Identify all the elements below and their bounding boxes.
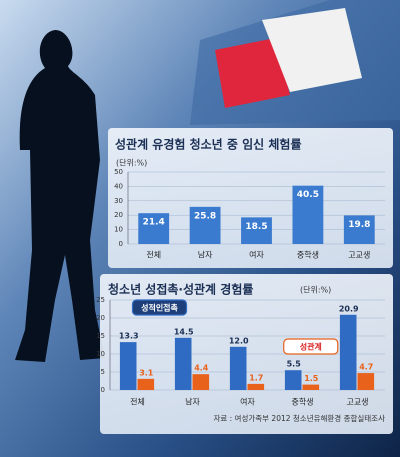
unit-label: (단위:%) [300, 285, 331, 295]
value-label: 13.3 [119, 332, 139, 341]
legend-label: 성적인접촉 [141, 303, 178, 313]
y-tick-label: 5 [101, 368, 105, 376]
value-label: 14.5 [174, 327, 194, 336]
bar [229, 346, 247, 390]
x-tick-label: 고교생 [346, 397, 368, 407]
value-label: 25.8 [194, 211, 216, 221]
x-tick-label: 남자 [198, 251, 213, 260]
value-label: 40.5 [297, 190, 319, 200]
bar [343, 215, 375, 244]
unit-label: (단위:%) [116, 158, 147, 168]
value-label: 4.4 [194, 364, 209, 373]
value-label: 1.7 [249, 373, 263, 382]
bar [284, 370, 302, 390]
y-tick-label: 15 [96, 332, 105, 340]
bar [241, 217, 272, 244]
bar [119, 342, 137, 390]
x-tick-label: 고교생 [348, 250, 370, 260]
y-tick-label: 40 [114, 182, 123, 190]
value-label: 12.0 [229, 336, 249, 345]
bar [292, 185, 324, 244]
y-tick-label: 50 [114, 168, 123, 176]
legend-callout [131, 299, 188, 316]
value-label: 1.5 [304, 374, 319, 383]
bar [138, 213, 170, 244]
value-label: 20.9 [339, 304, 359, 313]
bar [189, 206, 221, 244]
y-tick-label: 10 [114, 226, 123, 234]
x-tick-label: 여자 [240, 397, 255, 407]
x-tick-label: 전체 [130, 397, 145, 407]
bar [339, 314, 357, 390]
chart-title: 성관계 유경험 청소년 중 임신 체험률 [115, 137, 302, 152]
value-label: 19.8 [348, 220, 370, 230]
chart-title: 청소년 성접촉·성관계 경험률 [108, 282, 253, 297]
package-red [215, 38, 290, 108]
y-tick-label: 20 [114, 211, 123, 219]
x-tick-label: 전체 [146, 250, 161, 260]
x-tick-label: 여자 [249, 250, 264, 260]
silhouette [15, 30, 105, 362]
x-tick-label: 중학생 [291, 397, 313, 407]
value-label: 4.7 [359, 363, 373, 372]
legend-label: 성관계 [300, 342, 322, 352]
bar [174, 337, 192, 390]
y-tick-label: 30 [114, 197, 123, 205]
package-white [262, 8, 362, 92]
x-tick-label: 남자 [185, 398, 200, 407]
legend-callout [283, 338, 339, 355]
y-tick-label: 20 [96, 314, 105, 322]
x-tick-label: 중학생 [297, 250, 319, 260]
value-label: 3.1 [139, 368, 154, 377]
value-label: 21.4 [143, 218, 165, 228]
bar [302, 384, 320, 390]
source: 자료 : 여성가족부 2012 청소년유해환경 종합실태조사 [213, 413, 385, 423]
bar [247, 383, 265, 390]
y-tick-label: 0 [119, 240, 123, 248]
y-tick-label: 25 [96, 296, 105, 304]
y-tick-label: 0 [101, 386, 105, 394]
value-label: 5.5 [287, 360, 302, 369]
bar [192, 374, 210, 390]
y-tick-label: 10 [96, 350, 105, 358]
bar [357, 373, 375, 390]
value-label: 18.5 [245, 222, 267, 232]
bar [137, 378, 155, 390]
